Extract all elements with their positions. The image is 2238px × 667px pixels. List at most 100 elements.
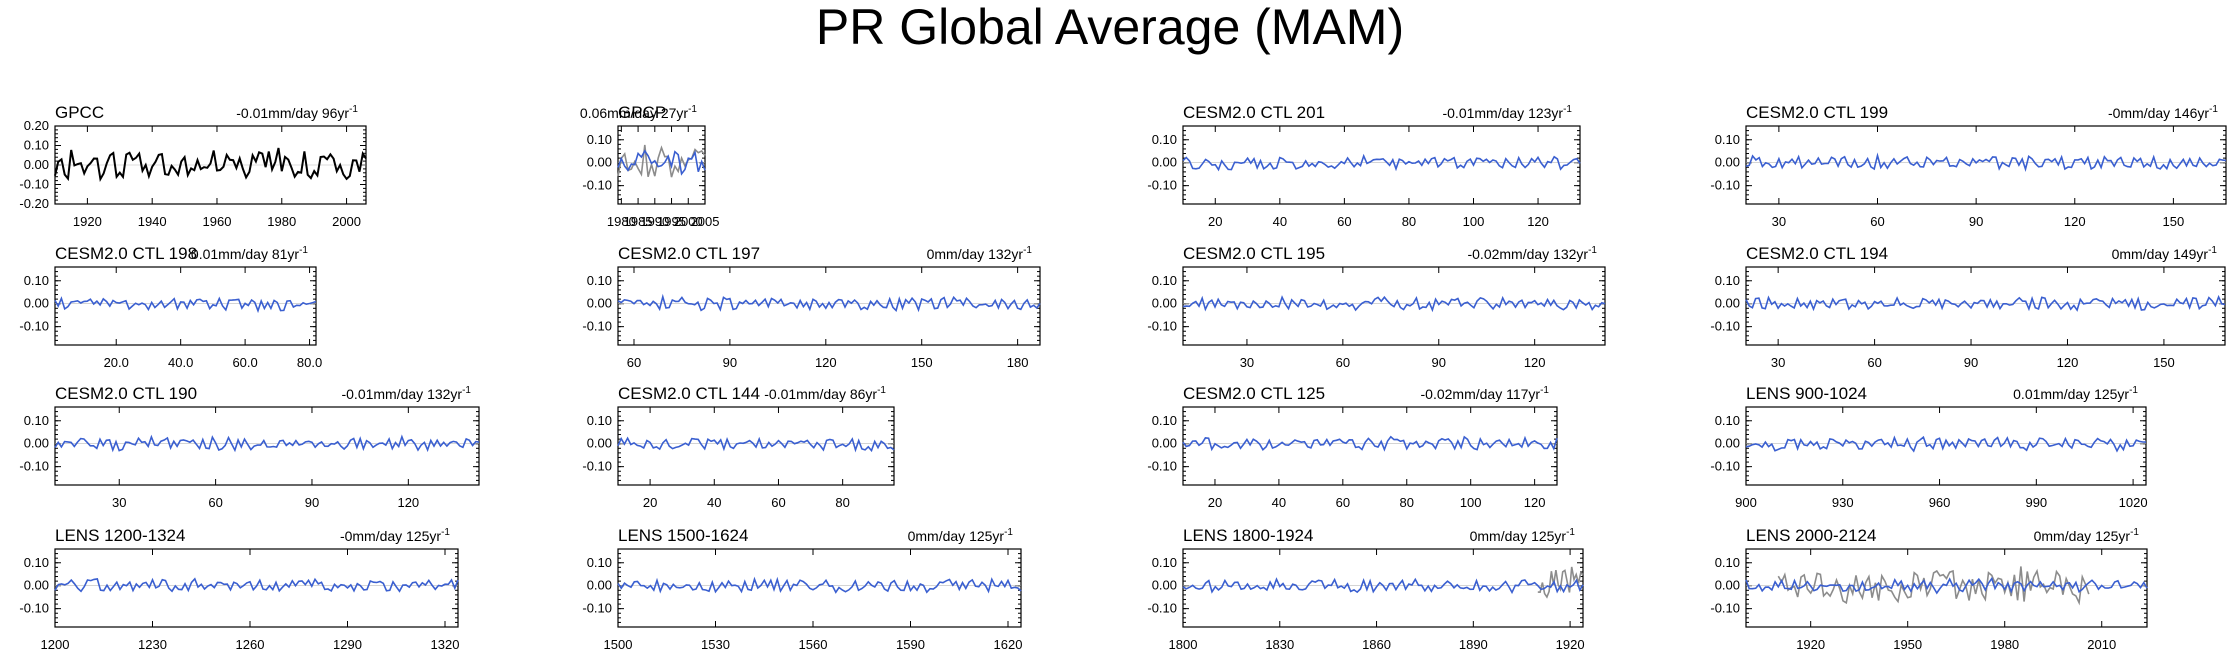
y-tick-label: 0.00 [587, 296, 612, 311]
y-tick-label: -0.10 [19, 177, 49, 192]
x-tick-label: 1260 [236, 637, 265, 652]
x-tick-label: 80 [835, 495, 849, 510]
panel-title: CESM2.0 CTL 197 [618, 244, 760, 263]
figure-title: PR Global Average (MAM) [816, 0, 1404, 55]
x-tick-label: 1980 [607, 214, 636, 229]
y-tick-label: 0.10 [24, 138, 49, 153]
panel-5: 0.10 0.00 -0.10 20.0 40.0 60.0 80.0 CESM2.0 CTL… [19, 244, 322, 370]
x-tick-label: 1200 [41, 637, 70, 652]
panel-title: CESM2.0 CTL 125 [1183, 384, 1325, 403]
y-tick-label: -0.10 [1710, 601, 1740, 616]
x-tick-label: 960 [1929, 495, 1951, 510]
x-tick-label: 120 [815, 355, 837, 370]
x-tick-label: 1860 [1362, 637, 1391, 652]
y-tick-label: 0.10 [587, 413, 612, 428]
panel-7: 0.10 0.00 -0.10 30 60 90 120 CESM2.0 CTL 195 -0.… [1147, 244, 1606, 370]
series-line-1 [617, 436, 895, 453]
plot-frame [617, 548, 1022, 628]
series-line-1 [54, 147, 367, 183]
series-line-1 [1745, 294, 2226, 312]
x-tick-label: 1990 [640, 214, 669, 229]
y-tick-label: 0.10 [587, 555, 612, 570]
x-tick-label: 990 [2025, 495, 2047, 510]
y-tick-label: 0.00 [587, 155, 612, 170]
x-tick-label: 150 [2153, 355, 2175, 370]
x-tick-label: 1890 [1459, 637, 1488, 652]
trend-label: -0.01mm/day 132yr-1 [341, 385, 471, 402]
series-line-1 [1745, 152, 2227, 172]
y-tick-label: 0.00 [1152, 296, 1177, 311]
y-tick-label: 0.00 [587, 436, 612, 451]
x-tick-label: 1530 [701, 637, 730, 652]
plot-frame [617, 266, 1041, 346]
series-line-1 [54, 577, 459, 593]
x-tick-label: 900 [1735, 495, 1757, 510]
x-tick-label: 120 [1524, 355, 1546, 370]
x-tick-label: 60 [627, 355, 641, 370]
y-tick-label: -0.10 [1710, 459, 1740, 474]
series-line-1 [1537, 566, 1584, 599]
series-line-1 [1182, 295, 1606, 313]
trend-label: -0.02mm/day 132yr-1 [1467, 245, 1597, 262]
panel-15: 0.10 0.00 -0.10 1800 1830 1860 1890 1920 LENS 18… [1147, 526, 1584, 652]
x-tick-label: 20.0 [104, 355, 129, 370]
series-line-2 [617, 149, 706, 176]
trend-label: 0.01mm/day 125yr-1 [2013, 385, 2138, 402]
trend-label: 0mm/day 125yr-1 [2034, 527, 2140, 544]
panel-14: 0.10 0.00 -0.10 1500 1530 1560 1590 1620 LENS 15… [582, 526, 1022, 652]
x-tick-label: 1920 [1556, 637, 1585, 652]
x-tick-label: 90 [1969, 214, 1983, 229]
y-tick-label: -0.10 [19, 601, 49, 616]
x-tick-label: 1985 [624, 214, 653, 229]
panel-title: CESM2.0 CTL 190 [55, 384, 197, 403]
trend-label: -0.01mm/day 96yr-1 [236, 104, 358, 121]
panel-title: CESM2.0 CTL 194 [1746, 244, 1888, 263]
y-tick-label: 0.00 [24, 578, 49, 593]
y-tick-label: 0.10 [1715, 555, 1740, 570]
y-tick-label: 0.20 [24, 118, 49, 133]
y-tick-label: -0.10 [582, 178, 612, 193]
y-tick-label: -0.10 [1147, 319, 1177, 334]
x-tick-label: 100 [1463, 214, 1485, 229]
trend-label: -0.01mm/day 123yr-1 [1442, 104, 1572, 121]
x-tick-label: 2000 [332, 214, 361, 229]
x-tick-label: 1590 [896, 637, 925, 652]
trend-label: 0mm/day 125yr-1 [1470, 527, 1576, 544]
y-tick-label: 0.00 [24, 157, 49, 172]
x-tick-label: 60 [1336, 495, 1350, 510]
x-tick-label: 90 [1432, 355, 1446, 370]
y-tick-label: 0.10 [587, 273, 612, 288]
plot-frame [1182, 406, 1558, 486]
panel-1: 0.20 0.10 0.00 -0.10 -0.20 1920 1940 1960 1980 20… [19, 103, 367, 229]
series-line-1 [1182, 435, 1558, 452]
x-tick-label: 20 [643, 495, 657, 510]
y-tick-label: -0.20 [19, 196, 49, 211]
x-tick-label: 90 [1964, 355, 1978, 370]
trend-label: 0.01mm/day 81yr-1 [191, 245, 309, 262]
x-tick-label: 1320 [431, 637, 460, 652]
panel-title: LENS 1500-1624 [618, 526, 748, 545]
y-tick-label: 0.00 [1715, 155, 1740, 170]
panel-title: CESM2.0 CTL 201 [1183, 103, 1325, 122]
panel-8: 0.10 0.00 -0.10 30 60 90 120 150 CESM2.0 CTL 194… [1710, 244, 2226, 370]
x-tick-label: 120 [2064, 214, 2086, 229]
panel-11: 0.10 0.00 -0.10 20 40 60 80 100 120 CESM2.0 CTL 1… [1147, 384, 1558, 510]
plot-frame [1745, 266, 2226, 346]
x-tick-label: 1920 [1796, 637, 1825, 652]
trend-label: 0mm/day 125yr-1 [908, 527, 1014, 544]
x-tick-label: 1620 [994, 637, 1023, 652]
y-tick-label: 0.10 [24, 413, 49, 428]
y-tick-label: 0.00 [1152, 155, 1177, 170]
trend-label: 0mm/day 132yr-1 [927, 245, 1033, 262]
x-tick-label: 1980 [1990, 637, 2019, 652]
panel-6: 0.10 0.00 -0.10 60 90 120 150 180 CESM2.0 CTL 19… [582, 244, 1041, 370]
panel-3: 0.10 0.00 -0.10 20 40 60 80 100 120 CESM2.0 CTL 2… [1147, 103, 1581, 229]
series-line-1 [1745, 435, 2147, 453]
trend-label: -0mm/day 125yr-1 [340, 527, 450, 544]
x-tick-label: 80 [1400, 495, 1414, 510]
y-tick-label: 0.00 [1715, 578, 1740, 593]
x-tick-label: 2010 [2087, 637, 2116, 652]
plot-frame [617, 125, 706, 205]
panel-16: 0.10 0.00 -0.10 1920 1950 1980 2010 LENS 2000-2… [1710, 526, 2148, 652]
